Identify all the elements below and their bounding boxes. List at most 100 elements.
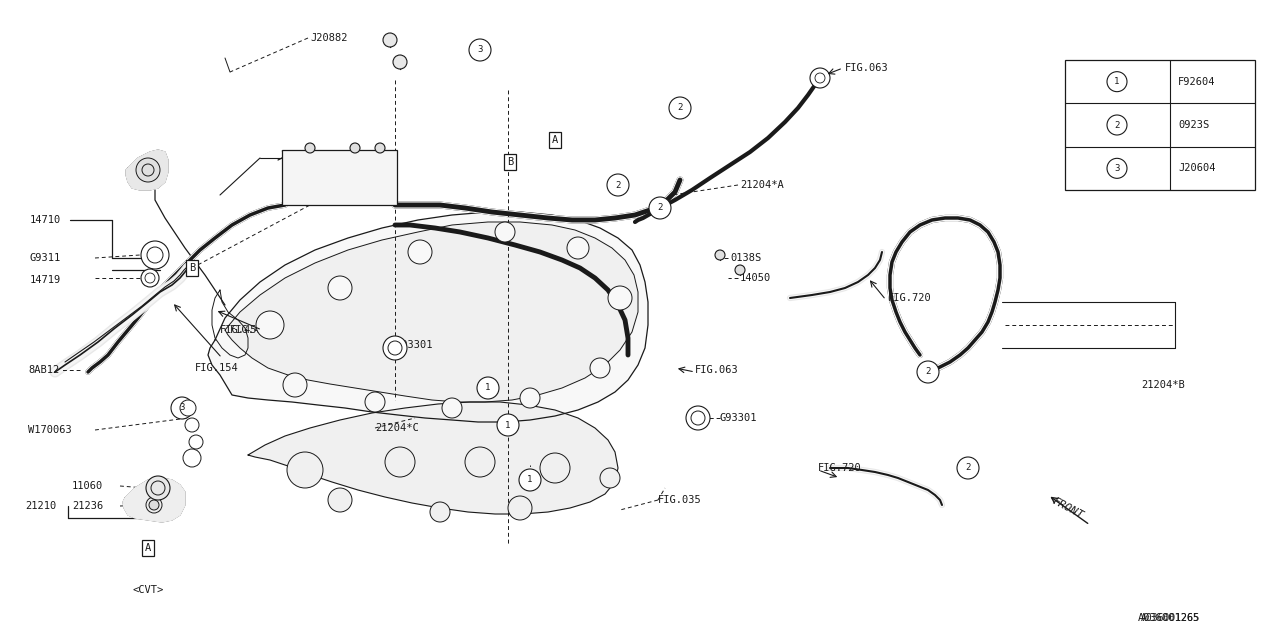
Circle shape — [385, 447, 415, 477]
Text: FIG.154: FIG.154 — [195, 363, 239, 373]
Circle shape — [686, 406, 710, 430]
Text: 2: 2 — [616, 180, 621, 189]
Text: B: B — [507, 157, 513, 167]
Polygon shape — [125, 150, 168, 190]
Circle shape — [1107, 72, 1126, 92]
Circle shape — [518, 469, 541, 491]
Text: A036001265: A036001265 — [1138, 613, 1201, 623]
Circle shape — [600, 468, 620, 488]
Circle shape — [146, 476, 170, 500]
Text: D91214: D91214 — [288, 173, 325, 183]
Circle shape — [328, 488, 352, 512]
Circle shape — [649, 197, 671, 219]
Text: 3: 3 — [1115, 164, 1120, 173]
Circle shape — [349, 143, 360, 153]
Text: <CVT>: <CVT> — [132, 585, 164, 595]
Text: 1: 1 — [506, 420, 511, 429]
Text: FIG.720: FIG.720 — [818, 463, 861, 473]
Text: 1: 1 — [1115, 77, 1120, 86]
Text: 1: 1 — [485, 383, 490, 392]
Text: 14710: 14710 — [29, 215, 61, 225]
Text: FIG.035: FIG.035 — [658, 495, 701, 505]
Text: A: A — [145, 543, 151, 553]
Circle shape — [716, 250, 724, 260]
Circle shape — [283, 373, 307, 397]
Text: 1: 1 — [527, 476, 532, 484]
Circle shape — [465, 447, 495, 477]
Circle shape — [383, 33, 397, 47]
Circle shape — [393, 55, 407, 69]
Circle shape — [183, 449, 201, 467]
Circle shape — [328, 276, 352, 300]
Circle shape — [567, 237, 589, 259]
Text: G9311: G9311 — [29, 253, 61, 263]
Text: 21204*C: 21204*C — [375, 423, 419, 433]
Circle shape — [468, 39, 492, 61]
Circle shape — [256, 311, 284, 339]
Text: 11060: 11060 — [72, 481, 104, 491]
Circle shape — [495, 222, 515, 242]
Text: 8AB12: 8AB12 — [28, 365, 59, 375]
Text: 3: 3 — [477, 45, 483, 54]
Text: 2: 2 — [925, 367, 931, 376]
Circle shape — [497, 414, 518, 436]
Text: F92604: F92604 — [1178, 77, 1216, 86]
Text: 2: 2 — [677, 104, 682, 113]
Circle shape — [669, 97, 691, 119]
Circle shape — [375, 143, 385, 153]
Circle shape — [305, 143, 315, 153]
Text: 2: 2 — [965, 463, 970, 472]
Polygon shape — [248, 402, 618, 514]
Bar — [1065, 60, 1254, 190]
Text: 22630: 22630 — [280, 150, 311, 160]
Polygon shape — [123, 478, 186, 522]
Text: 21210: 21210 — [26, 501, 56, 511]
Circle shape — [172, 397, 193, 419]
Circle shape — [186, 418, 198, 432]
Text: J20604: J20604 — [1178, 163, 1216, 173]
Circle shape — [607, 174, 628, 196]
Circle shape — [136, 158, 160, 182]
Text: FIG.063: FIG.063 — [845, 63, 888, 73]
Circle shape — [1107, 158, 1126, 179]
Text: FIG.450: FIG.450 — [220, 325, 264, 335]
Text: A: A — [552, 135, 558, 145]
Circle shape — [141, 241, 169, 269]
Circle shape — [735, 265, 745, 275]
Circle shape — [287, 452, 323, 488]
Text: FIG.063: FIG.063 — [695, 365, 739, 375]
Polygon shape — [225, 222, 637, 402]
Text: FIG.450: FIG.450 — [230, 325, 274, 335]
Text: 0138S: 0138S — [730, 253, 762, 263]
Polygon shape — [207, 212, 648, 422]
Circle shape — [430, 502, 451, 522]
Circle shape — [608, 286, 632, 310]
Text: 21204*B: 21204*B — [1142, 380, 1185, 390]
Text: G93301: G93301 — [396, 340, 433, 350]
Text: 21204*A: 21204*A — [740, 180, 783, 190]
Circle shape — [520, 388, 540, 408]
Text: 14719: 14719 — [29, 275, 61, 285]
Text: B: B — [189, 263, 195, 273]
Text: W170063: W170063 — [28, 425, 72, 435]
Text: 2: 2 — [1115, 120, 1120, 129]
Circle shape — [180, 400, 196, 416]
Circle shape — [365, 392, 385, 412]
Text: 21236: 21236 — [72, 501, 104, 511]
Circle shape — [189, 435, 204, 449]
Text: FIG.720: FIG.720 — [888, 293, 932, 303]
Circle shape — [148, 500, 159, 510]
Bar — [282, 150, 397, 205]
Text: 0923S: 0923S — [1178, 120, 1210, 130]
Text: 14050: 14050 — [740, 273, 772, 283]
Text: J20882: J20882 — [310, 33, 347, 43]
Text: 3: 3 — [179, 403, 184, 413]
Circle shape — [141, 269, 159, 287]
Circle shape — [477, 377, 499, 399]
Text: G93301: G93301 — [719, 413, 758, 423]
Text: 2: 2 — [658, 204, 663, 212]
Circle shape — [540, 453, 570, 483]
Circle shape — [957, 457, 979, 479]
Circle shape — [810, 68, 829, 88]
Circle shape — [508, 496, 532, 520]
